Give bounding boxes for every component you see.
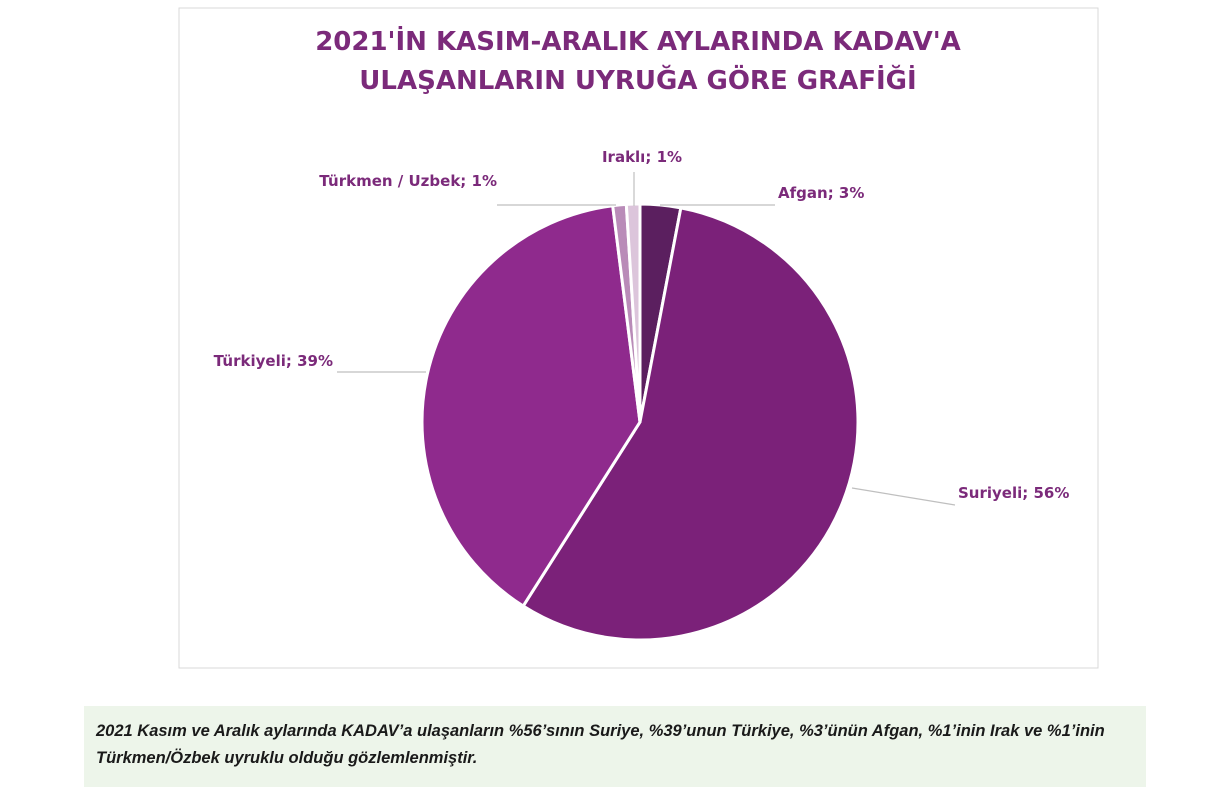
- category-label: Iraklı: [602, 148, 645, 166]
- slice-label: Suriyeli; 56%: [958, 484, 1069, 502]
- category-label: Afgan: [778, 184, 828, 202]
- leader-line: [851, 487, 956, 506]
- slice-label: Türkiyeli; 39%: [214, 352, 333, 370]
- label-separator: ;: [460, 172, 471, 190]
- category-label: Türkiyeli: [214, 352, 286, 370]
- value-label: 39%: [297, 352, 333, 370]
- chart-title: 2021'İN KASIM-ARALIK AYLARINDA KADAV'A: [315, 25, 961, 57]
- value-label: 1%: [472, 172, 497, 190]
- pie-slice: [521, 206, 860, 642]
- value-label: 56%: [1034, 484, 1070, 502]
- slice-label: Afgan; 3%: [778, 184, 864, 202]
- pie-slice: [624, 202, 642, 423]
- chart-title: ULAŞANLARIN UYRUĞA GÖRE GRAFİĞİ: [359, 63, 916, 96]
- value-label: 3%: [839, 184, 864, 202]
- label-separator: ;: [645, 148, 656, 166]
- category-label: Türkmen / Uzbek: [319, 172, 461, 190]
- value-label: 1%: [657, 148, 682, 166]
- caption: 2021 Kasım ve Aralık aylarında KADAV’a u…: [84, 706, 1146, 787]
- slice-label: Iraklı; 1%: [602, 148, 682, 166]
- chart: 2021'İN KASIM-ARALIK AYLARINDA KADAV'A U…: [178, 7, 1099, 669]
- label-separator: ;: [828, 184, 839, 202]
- category-label: Suriyeli: [958, 484, 1022, 502]
- slice-label: Türkmen / Uzbek; 1%: [319, 172, 497, 190]
- pie-slice: [420, 204, 642, 609]
- label-separator: ;: [286, 352, 297, 370]
- label-separator: ;: [1022, 484, 1033, 502]
